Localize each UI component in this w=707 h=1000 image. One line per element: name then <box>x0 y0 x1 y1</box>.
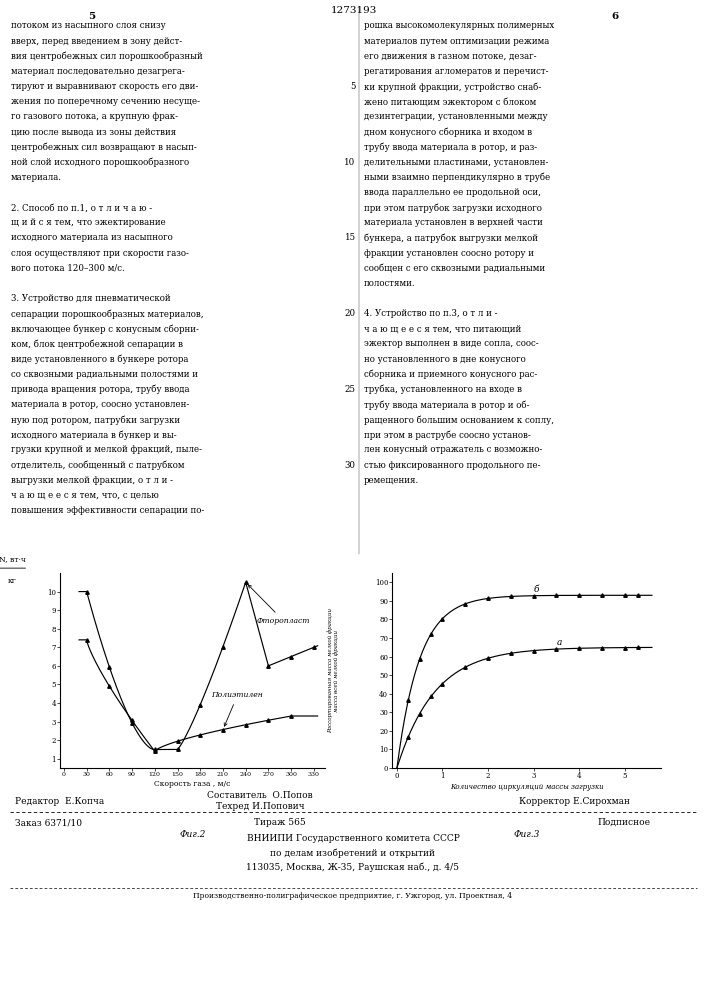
Text: кг: кг <box>8 577 17 585</box>
Text: жения по поперечному сечению несуще-: жения по поперечному сечению несуще- <box>11 97 199 106</box>
Text: ращенного большим основанием к соплу,: ращенного большим основанием к соплу, <box>364 415 554 425</box>
Text: слоя осуществляют при скорости газо-: слоя осуществляют при скорости газо- <box>11 249 189 258</box>
Text: трубка, установленного на входе в: трубка, установленного на входе в <box>364 385 522 394</box>
Text: ком, блок центробежной сепарации в: ком, блок центробежной сепарации в <box>11 339 182 349</box>
Text: эжектор выполнен в виде сопла, соос-: эжектор выполнен в виде сопла, соос- <box>364 339 539 348</box>
Text: го газового потока, а крупную фрак-: го газового потока, а крупную фрак- <box>11 112 177 121</box>
Text: материала установлен в верхней части: материала установлен в верхней части <box>364 218 543 227</box>
Text: привода вращения ротора, трубу ввода: привода вращения ротора, трубу ввода <box>11 385 189 394</box>
Text: щ и й с я тем, что эжектирование: щ и й с я тем, что эжектирование <box>11 218 165 227</box>
Text: ввода параллельно ее продольной оси,: ввода параллельно ее продольной оси, <box>364 188 541 197</box>
Text: потоком из насыпного слоя снизу: потоком из насыпного слоя снизу <box>11 21 165 30</box>
Text: виде установленного в бункере ротора: виде установленного в бункере ротора <box>11 355 188 364</box>
Text: Фиг.3: Фиг.3 <box>513 830 540 839</box>
Text: сепарации порошкообразных материалов,: сепарации порошкообразных материалов, <box>11 309 203 319</box>
Text: а: а <box>556 638 561 647</box>
Text: но установленного в дне конусного: но установленного в дне конусного <box>364 355 526 364</box>
Text: материалов путем оптимизации режима: материалов путем оптимизации режима <box>364 37 549 46</box>
Text: исходного материала в бункер и вы-: исходного материала в бункер и вы- <box>11 430 176 440</box>
Text: жено питающим эжектором с блоком: жено питающим эжектором с блоком <box>364 97 537 107</box>
Text: Тираж 565: Тираж 565 <box>254 818 306 827</box>
Text: 5: 5 <box>350 82 356 91</box>
Text: регатирования агломератов и перечист-: регатирования агломератов и перечист- <box>364 67 549 76</box>
Text: со сквозными радиальными полостями и: со сквозными радиальными полостями и <box>11 370 197 379</box>
Text: ч а ю щ е е с я тем, что, с целью: ч а ю щ е е с я тем, что, с целью <box>11 491 158 500</box>
Text: 4. Устройство по п.3, о т л и -: 4. Устройство по п.3, о т л и - <box>364 309 498 318</box>
Text: лен конусный отражатель с возможно-: лен конусный отражатель с возможно- <box>364 445 542 454</box>
Text: Фиг.2: Фиг.2 <box>180 830 206 839</box>
Text: 30: 30 <box>344 461 356 470</box>
Text: трубу ввода материала в ротор и об-: трубу ввода материала в ротор и об- <box>364 400 530 410</box>
Text: Фторопласт: Фторопласт <box>248 585 310 625</box>
Text: ремещения.: ремещения. <box>364 476 419 485</box>
Text: вверх, перед введением в зону дейст-: вверх, перед введением в зону дейст- <box>11 37 182 46</box>
Text: при этом патрубок загрузки исходного: при этом патрубок загрузки исходного <box>364 203 542 213</box>
Text: 25: 25 <box>344 385 356 394</box>
Text: N, вт·ч: N, вт·ч <box>0 555 26 563</box>
Text: его движения в газном потоке, дезаг-: его движения в газном потоке, дезаг- <box>364 52 537 61</box>
Text: делительными пластинами, установлен-: делительными пластинами, установлен- <box>364 158 549 167</box>
Text: Производственно-полиграфическое предприятие, г. Ужгород, ул. Проектная, 4: Производственно-полиграфическое предприя… <box>194 892 513 900</box>
Text: центробежных сил возвращают в насып-: центробежных сил возвращают в насып- <box>11 143 197 152</box>
Text: ки крупной фракции, устройство снаб-: ки крупной фракции, устройство снаб- <box>364 82 542 92</box>
Text: материала.: материала. <box>11 173 62 182</box>
Text: бункера, а патрубок выгрузки мелкой: бункера, а патрубок выгрузки мелкой <box>364 233 538 243</box>
Text: вого потока 120–300 м/с.: вого потока 120–300 м/с. <box>11 264 124 273</box>
Text: 10: 10 <box>344 158 356 167</box>
Text: выгрузки мелкой фракции, о т л и -: выгрузки мелкой фракции, о т л и - <box>11 476 173 485</box>
Text: при этом в раструбе соосно установ-: при этом в раструбе соосно установ- <box>364 430 531 440</box>
Text: 113035, Москва, Ж-35, Раушская наб., д. 4/5: 113035, Москва, Ж-35, Раушская наб., д. … <box>247 862 460 871</box>
Text: по делам изобретений и открытий: по делам изобретений и открытий <box>271 848 436 857</box>
Text: Рассортированная масса мелкой фракции
масса всей мелкой фракции: Рассортированная масса мелкой фракции ма… <box>327 608 339 733</box>
Text: рошка высокомолекулярных полимерных: рошка высокомолекулярных полимерных <box>364 21 554 30</box>
Text: 5: 5 <box>88 12 95 21</box>
Text: повышения эффективности сепарации по-: повышения эффективности сепарации по- <box>11 506 204 515</box>
X-axis label: Количество циркуляций массы загрузки: Количество циркуляций массы загрузки <box>450 783 604 791</box>
Text: б: б <box>534 585 539 594</box>
Text: ную под ротором, патрубки загрузки: ную под ротором, патрубки загрузки <box>11 415 180 425</box>
Text: отделитель, сообщенный с патрубком: отделитель, сообщенный с патрубком <box>11 461 184 470</box>
Text: Полиэтилен: Полиэтилен <box>211 691 263 726</box>
Text: стью фиксированного продольного пе-: стью фиксированного продольного пе- <box>364 461 541 470</box>
Text: Редактор  Е.Копча: Редактор Е.Копча <box>15 797 104 806</box>
Text: 3. Устройство для пневматической: 3. Устройство для пневматической <box>11 294 170 303</box>
X-axis label: Скорость газа , м/с: Скорость газа , м/с <box>154 780 231 788</box>
Text: ными взаимно перпендикулярно в трубе: ными взаимно перпендикулярно в трубе <box>364 173 550 182</box>
Text: исходного материала из насыпного: исходного материала из насыпного <box>11 233 173 242</box>
Text: материал последовательно дезагрега-: материал последовательно дезагрега- <box>11 67 185 76</box>
Text: грузки крупной и мелкой фракций, пыле-: грузки крупной и мелкой фракций, пыле- <box>11 445 201 454</box>
Text: тируют и выравнивают скорость его дви-: тируют и выравнивают скорость его дви- <box>11 82 198 91</box>
Text: материала в ротор, соосно установлен-: материала в ротор, соосно установлен- <box>11 400 189 409</box>
Text: полостями.: полостями. <box>364 279 416 288</box>
Text: вия центробежных сил порошкообразный: вия центробежных сил порошкообразный <box>11 52 202 61</box>
Text: сборника и приемного конусного рас-: сборника и приемного конусного рас- <box>364 370 537 379</box>
Text: Подписное: Подписное <box>597 818 650 827</box>
Text: фракции установлен соосно ротору и: фракции установлен соосно ротору и <box>364 249 534 258</box>
Text: включающее бункер с конусным сборни-: включающее бункер с конусным сборни- <box>11 324 199 334</box>
Text: 1273193: 1273193 <box>330 6 377 15</box>
Text: трубу ввода материала в ротор, и раз-: трубу ввода материала в ротор, и раз- <box>364 143 537 152</box>
Text: дезинтеграции, установленными между: дезинтеграции, установленными между <box>364 112 548 121</box>
Text: ч а ю щ е е с я тем, что питающий: ч а ю щ е е с я тем, что питающий <box>364 324 521 333</box>
Text: Составитель  О.Попов: Составитель О.Попов <box>207 791 312 800</box>
Text: 6: 6 <box>612 12 619 21</box>
Text: цию после вывода из зоны действия: цию после вывода из зоны действия <box>11 127 176 136</box>
Text: 2. Способ по п.1, о т л и ч а ю -: 2. Способ по п.1, о т л и ч а ю - <box>11 203 152 212</box>
Text: Заказ 6371/10: Заказ 6371/10 <box>15 818 82 827</box>
Text: 15: 15 <box>344 233 356 242</box>
Text: Корректор Е.Сирохман: Корректор Е.Сирохман <box>519 797 630 806</box>
Text: сообщен с его сквозными радиальными: сообщен с его сквозными радиальными <box>364 264 545 273</box>
Text: ной слой исходного порошкообразного: ной слой исходного порошкообразного <box>11 158 189 167</box>
Text: ВНИИПИ Государственного комитета СССР: ВНИИПИ Государственного комитета СССР <box>247 834 460 843</box>
Text: Техред И.Попович: Техред И.Попович <box>216 802 304 811</box>
Text: 20: 20 <box>344 309 356 318</box>
Text: дном конусного сборника и входом в: дном конусного сборника и входом в <box>364 127 532 137</box>
